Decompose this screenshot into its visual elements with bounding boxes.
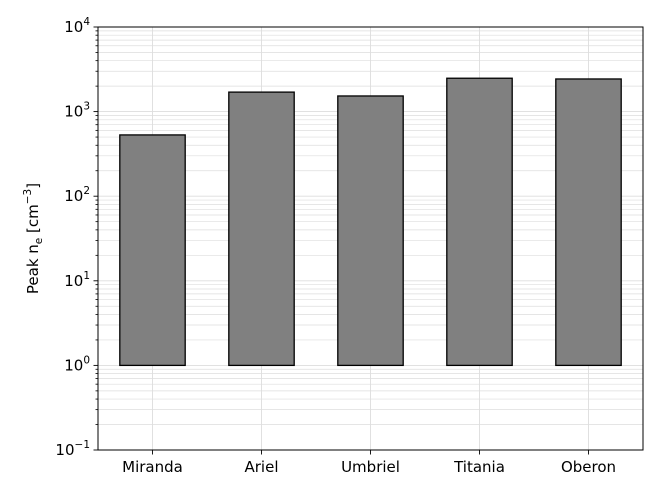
y-axis-title: Peak ne [cm−3] xyxy=(22,183,45,294)
bars xyxy=(119,77,622,367)
bar-oberon xyxy=(555,78,622,367)
y-tick-label: 104 xyxy=(64,16,90,36)
bar-umbriel xyxy=(337,95,404,367)
y-tick-label: 103 xyxy=(64,101,90,121)
x-tick-label: Titania xyxy=(453,458,505,476)
y-tick-label: 102 xyxy=(64,185,90,205)
bar-titania xyxy=(446,77,513,367)
bar-miranda xyxy=(119,134,186,367)
plot-frame xyxy=(97,26,644,451)
y-tick-label: 101 xyxy=(64,270,90,290)
x-tick-label: Umbriel xyxy=(341,458,400,476)
x-tick-label: Miranda xyxy=(122,458,183,476)
y-tick-label: 100 xyxy=(64,354,90,374)
bar-ariel xyxy=(228,91,295,367)
axis-ticks: 10−1 100 101 102 103 104 Miranda Ariel Umbriel Ti… xyxy=(55,16,616,476)
x-tick-label: Ariel xyxy=(245,458,279,476)
x-tick-label: Oberon xyxy=(561,458,616,476)
y-tick-label: 10−1 xyxy=(55,439,90,459)
